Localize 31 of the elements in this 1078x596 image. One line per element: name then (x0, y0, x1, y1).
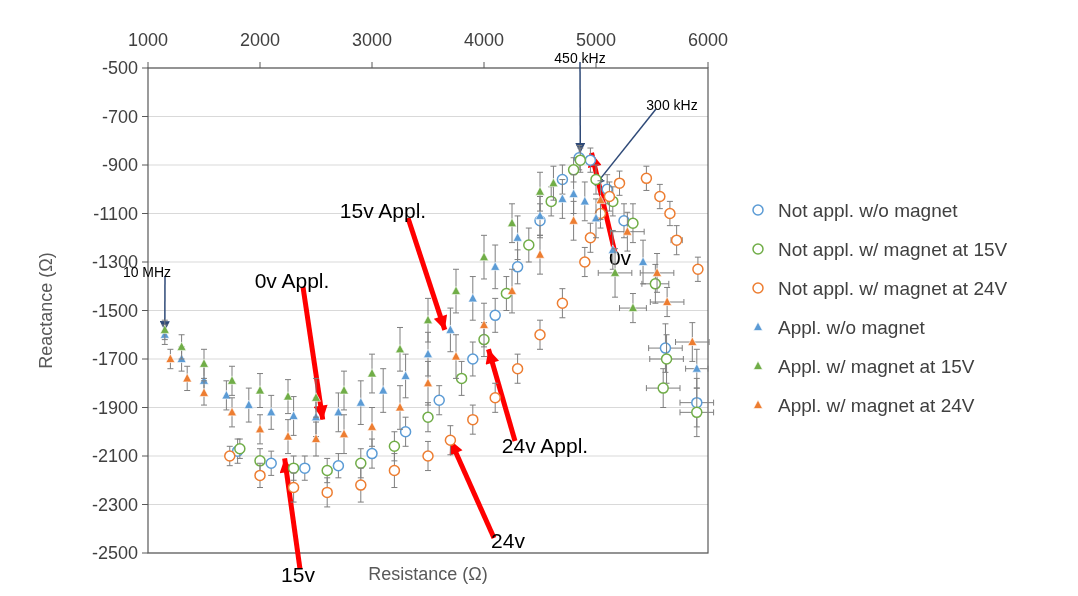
annotation: 15v Appl. (339, 199, 427, 222)
x-tick-label: 6000 (687, 30, 729, 50)
y-tick-label: -1100 (93, 203, 138, 224)
legend-label: Not appl. w/ magnet at 15V (778, 238, 1008, 260)
y-tick-label: -1900 (91, 397, 138, 418)
x-tick-label: 4000 (463, 30, 505, 50)
annotation: 450 kHz (554, 50, 606, 66)
legend-label: Appl. w/ magnet at 15V (778, 355, 975, 377)
annotation: 15v (281, 563, 316, 586)
x-tick-label: 1000 (127, 30, 169, 50)
y-tick-label: -1500 (91, 300, 138, 321)
annotation: 0v Appl. (254, 269, 330, 292)
legend-label: Appl. w/o magnet (778, 316, 926, 338)
x-tick-label: 5000 (575, 30, 617, 50)
legend-label: Appl. w/ magnet at 24V (778, 394, 975, 416)
y-axis-title: Reactance (Ω) (36, 252, 56, 369)
x-tick-label: 3000 (351, 30, 393, 50)
annotation: 300 kHz (646, 97, 698, 113)
x-axis-title: Resistance (Ω) (368, 564, 488, 584)
y-tick-label: -2100 (91, 446, 138, 467)
y-tick-label: -1700 (91, 349, 138, 370)
y-tick-label: -500 (101, 58, 138, 79)
y-tick-label: -2500 (91, 543, 138, 564)
y-tick-label: -700 (101, 106, 138, 127)
x-tick-label: 2000 (239, 30, 281, 50)
annotation: 24v (491, 529, 526, 552)
legend-label: Not appl. w/o magnet (778, 199, 959, 221)
annotation: 24v Appl. (501, 434, 589, 457)
legend-label: Not appl. w/ magnet at 24V (778, 277, 1008, 299)
y-tick-label: -900 (101, 155, 138, 176)
y-tick-label: -2300 (91, 494, 138, 515)
